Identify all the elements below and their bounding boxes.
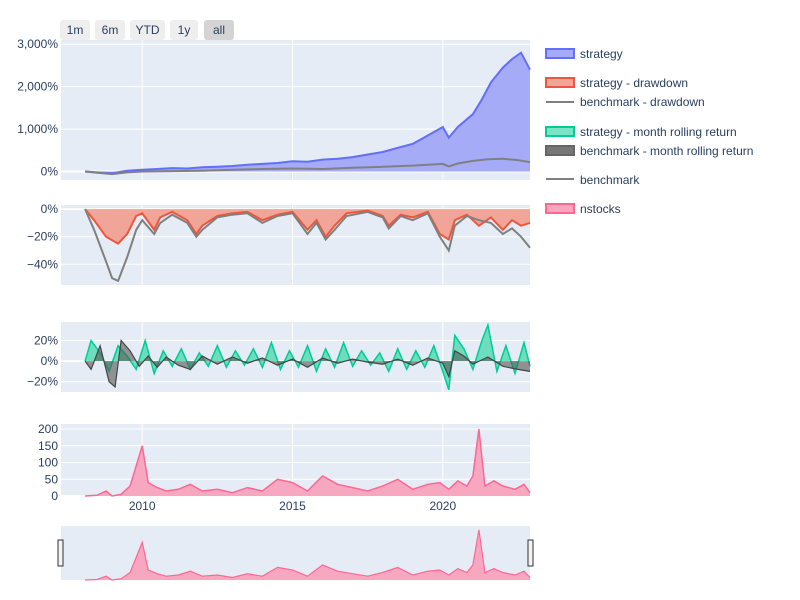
y-tick-label: 3,000%	[17, 37, 58, 51]
legend: strategy strategy - drawdown benchmark -…	[545, 47, 753, 216]
y-tick-label: 2,000%	[17, 80, 58, 94]
y-tick-label: 100	[38, 456, 58, 470]
y-tick-label: −40%	[27, 257, 58, 271]
nstocks-panel: 0 50 100 150 200 2010 2015 2020	[38, 422, 531, 513]
svg-text:YTD: YTD	[136, 23, 160, 37]
slider-nstocks-area	[85, 529, 530, 580]
y-tick-label: −20%	[27, 230, 58, 244]
y-tick-label: 20%	[34, 334, 58, 348]
legend-swatch-strategy-drawdown	[545, 77, 575, 88]
benchmark-drawdown-line	[84, 208, 531, 283]
range-button-all[interactable]: all	[204, 20, 234, 40]
x-tick-label: 2015	[279, 499, 306, 513]
x-tick-label: 2010	[129, 499, 156, 513]
y-tick-label: 150	[38, 439, 58, 453]
slider-nstocks-line	[85, 529, 531, 581]
svg-text:1m: 1m	[67, 23, 84, 37]
legend-label: benchmark	[580, 173, 640, 187]
slider-left-handle[interactable]	[57, 539, 64, 567]
y-tick-label: 0	[51, 489, 58, 503]
svg-text:1y: 1y	[178, 23, 191, 37]
range-selector: 1m 6m YTD 1y all	[60, 20, 234, 40]
range-button-1m[interactable]: 1m	[60, 20, 90, 40]
strategy-drawdown-line	[84, 208, 531, 245]
nstocks-area	[85, 429, 530, 496]
legend-swatch-strategy	[545, 48, 575, 59]
legend-label: strategy - month rolling return	[580, 125, 737, 139]
range-button-6m[interactable]: 6m	[95, 20, 125, 40]
legend-swatch-strategy-rolling	[545, 126, 575, 137]
range-button-ytd[interactable]: YTD	[130, 20, 165, 40]
svg-text:6m: 6m	[102, 23, 119, 37]
y-tick-label: 0%	[41, 202, 59, 216]
svg-text:all: all	[213, 23, 225, 37]
benchmark-rolling-area	[85, 340, 530, 387]
benchmark-line	[84, 157, 531, 176]
x-tick-label: 2020	[429, 499, 456, 513]
strategy-drawdown-area	[85, 209, 530, 244]
legend-item-strategy[interactable]: strategy	[545, 47, 623, 61]
legend-label: nstocks	[580, 202, 621, 216]
legend-item-benchmark-drawdown[interactable]: benchmark - drawdown	[546, 95, 705, 109]
strategy-rolling-area	[85, 325, 530, 390]
strategy-line	[85, 51, 531, 175]
range-slider[interactable]	[57, 526, 534, 581]
y-tick-label: 200	[38, 422, 58, 436]
legend-label: benchmark - month rolling return	[580, 144, 753, 158]
legend-item-strategy-rolling[interactable]: strategy - month rolling return	[545, 125, 737, 139]
legend-item-nstocks[interactable]: nstocks	[545, 202, 621, 216]
y-tick-label: −20%	[27, 375, 58, 389]
y-tick-label: 0%	[41, 354, 59, 368]
legend-label: strategy	[580, 47, 623, 61]
legend-swatch-nstocks	[545, 203, 575, 214]
y-tick-label: 0%	[41, 165, 59, 179]
legend-label: strategy - drawdown	[580, 76, 688, 90]
legend-item-benchmark[interactable]: benchmark	[546, 173, 640, 187]
benchmark-rolling-line	[84, 339, 531, 389]
legend-swatch-benchmark-rolling	[545, 145, 575, 156]
rolling-return-panel: 20% 0% −20%	[27, 322, 531, 392]
legend-item-strategy-drawdown[interactable]: strategy - drawdown	[545, 76, 688, 90]
range-button-1y[interactable]: 1y	[170, 20, 198, 40]
slider-right-handle[interactable]	[527, 539, 534, 567]
strategy-area	[85, 52, 530, 174]
equity-panel: 0% 1,000% 2,000% 3,000%	[17, 37, 531, 180]
legend-item-benchmark-rolling[interactable]: benchmark - month rolling return	[545, 144, 753, 158]
y-tick-label: 1,000%	[17, 122, 58, 136]
legend-label: benchmark - drawdown	[580, 95, 705, 109]
y-tick-label: 50	[45, 472, 59, 486]
nstocks-line	[85, 428, 531, 497]
drawdown-panel: 0% −20% −40%	[27, 202, 531, 285]
